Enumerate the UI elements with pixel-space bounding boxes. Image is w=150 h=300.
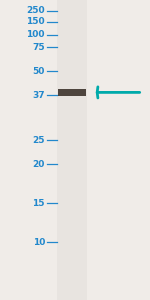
Text: 250: 250 [26,6,45,15]
Text: 15: 15 [33,199,45,208]
Text: 10: 10 [33,238,45,247]
Text: 75: 75 [32,43,45,52]
Bar [57,0,87,300]
Text: 37: 37 [32,91,45,100]
Text: 20: 20 [33,160,45,169]
Text: 100: 100 [27,30,45,39]
Text: 50: 50 [33,67,45,76]
Bar [58,89,86,96]
Text: 25: 25 [33,136,45,145]
Text: 150: 150 [26,17,45,26]
